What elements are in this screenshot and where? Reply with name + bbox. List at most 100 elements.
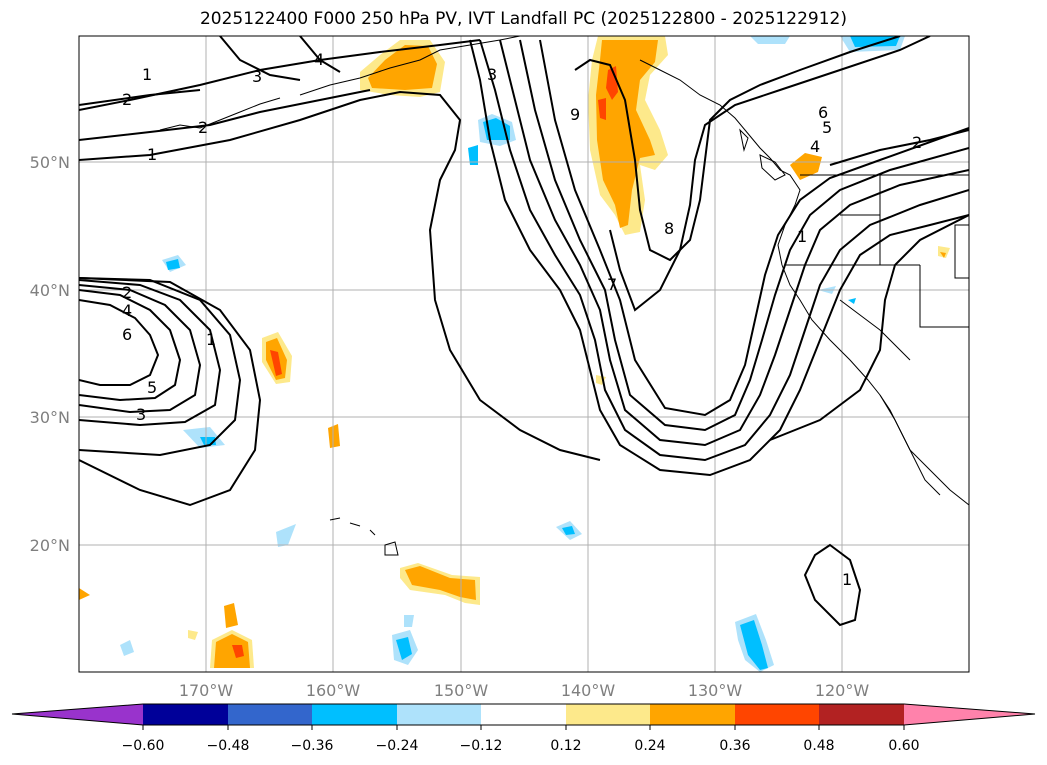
hawaii-islands [329,517,399,556]
contour-label: 8 [664,219,674,238]
negative-region-south-east-core [740,620,768,670]
colorbar-tick-label: 0.36 [719,738,750,754]
lat-label-40n: 40°N [30,281,70,300]
contour-label: 2 [198,118,208,137]
contour-label: 5 [147,378,157,397]
negative-region-south-3 [120,640,134,656]
contour-label: 1 [206,330,216,349]
us-west-coast [781,264,969,506]
contour-west-3 [79,279,222,427]
colorbar-tick-label: −0.48 [207,738,250,754]
colorbar-segment [312,704,397,725]
contour-label: 4 [314,50,324,69]
contour-2-north [79,89,201,106]
longitude-labels: 170°W 160°W 150°W 140°W 130°W 120°W [179,681,870,700]
negative-region-west-core [166,259,180,270]
lon-label-170w: 170°W [179,681,234,700]
negative-region-small-2-core [562,526,575,535]
contour-label: 1 [147,145,157,164]
positive-region-south-2 [224,603,238,628]
contour-west-6 [79,299,160,386]
lon-label-120w: 120°W [815,681,870,700]
state-line-4 [919,265,969,328]
contour-label: 4 [122,301,132,320]
haida-gwaii [739,128,749,152]
contour-west-5 [79,289,182,402]
map-frame [78,35,970,673]
positive-region-west-edge [79,588,90,600]
positive-region-south-1-core [214,634,250,668]
contour-2-alaska [79,89,371,141]
contour-west-2 [79,277,242,457]
contour-3-arctic [219,36,301,81]
colorbar-segment [143,704,228,725]
lat-label-50n: 50°N [30,153,70,172]
colorbar-tick-label: 0.24 [634,738,665,754]
aleutian-islands [159,97,281,131]
positive-region-small-5 [940,252,946,258]
colorbar-segment [566,704,650,725]
contour-1-north [79,39,481,111]
contour-9-ridge [574,36,901,262]
coastlines [159,36,969,556]
contour-label: 7 [607,275,617,294]
colorbar: −0.60 −0.48 −0.36 −0.24 −0.12 0.12 0.24 … [11,703,1036,754]
vancouver-island [759,154,786,181]
contour-label: 9 [570,105,580,124]
negative-region-north-1 [750,36,790,44]
contour-label: 4 [810,137,820,156]
gridlines [79,36,969,672]
pv-contours [79,36,969,627]
colorbar-segment [397,704,481,725]
contour-west-4 [79,284,202,414]
contour-label: 3 [136,405,146,424]
contour-7-trough [499,39,969,447]
contour-label: 1 [842,570,852,589]
positive-region-small-2 [188,630,198,640]
colorbar-tick-label: 0.60 [888,738,919,754]
map-area [79,36,969,672]
contour-8-trough [479,39,969,462]
contour-label: 2 [912,133,922,152]
negative-region-gulf-2 [468,145,478,165]
baja-peninsula [879,394,941,496]
contour-2-east [829,129,969,166]
contour-label: 3 [487,65,497,84]
lon-label-150w: 150°W [434,681,489,700]
negative-region-north-2-core [850,36,900,47]
negative-region-coast-small-2 [848,298,856,304]
positive-region-south-1-peak [232,645,244,658]
lat-label-20n: 20°N [30,536,70,555]
negative-region-south-1-core [396,637,412,660]
colorbar-extend-left [12,704,143,725]
colorbar-tick-label: 0.12 [550,738,581,754]
contour-west-1 [79,277,262,507]
contour-5-trough [539,39,969,417]
colorbar-segment [228,704,312,725]
lon-label-140w: 140°W [561,681,616,700]
colorbar-tick-label: 0.48 [803,738,834,754]
positive-region-gulf-alaska-peak2 [598,98,606,120]
contour-label: 2 [122,90,132,109]
lon-label-160w: 160°W [306,681,361,700]
contour-9-trough-outer [469,39,969,477]
contour-label: 6 [122,325,132,344]
colorbar-tick-label: −0.12 [460,738,503,754]
lat-label-30n: 30°N [30,408,70,427]
contour-8-ridge [609,36,931,312]
colorbar-segment [650,704,735,725]
contour-6-trough [519,39,969,432]
negative-region-south-2 [404,615,414,627]
positive-region-small-4 [938,246,950,258]
lon-label-130w: 130°W [688,681,743,700]
contour-label: 1 [142,65,152,84]
contour-4-arctic [299,36,341,73]
colorbar-tick-label: −0.24 [376,738,419,754]
colorbar-ticks [142,725,905,730]
contour-1-east [769,214,969,441]
positive-region-mid-pacific-peak [270,350,282,376]
positive-region-hawaii-south-core [405,566,476,600]
colorbar-tick-label: −0.60 [122,738,165,754]
contour-label: 6 [818,103,828,122]
alaska-coastline [299,36,521,96]
